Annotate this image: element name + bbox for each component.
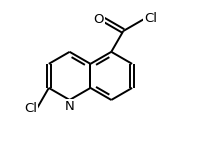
Text: N: N — [65, 100, 74, 113]
Text: O: O — [93, 13, 104, 26]
Text: Cl: Cl — [144, 12, 157, 25]
Text: Cl: Cl — [24, 102, 37, 115]
